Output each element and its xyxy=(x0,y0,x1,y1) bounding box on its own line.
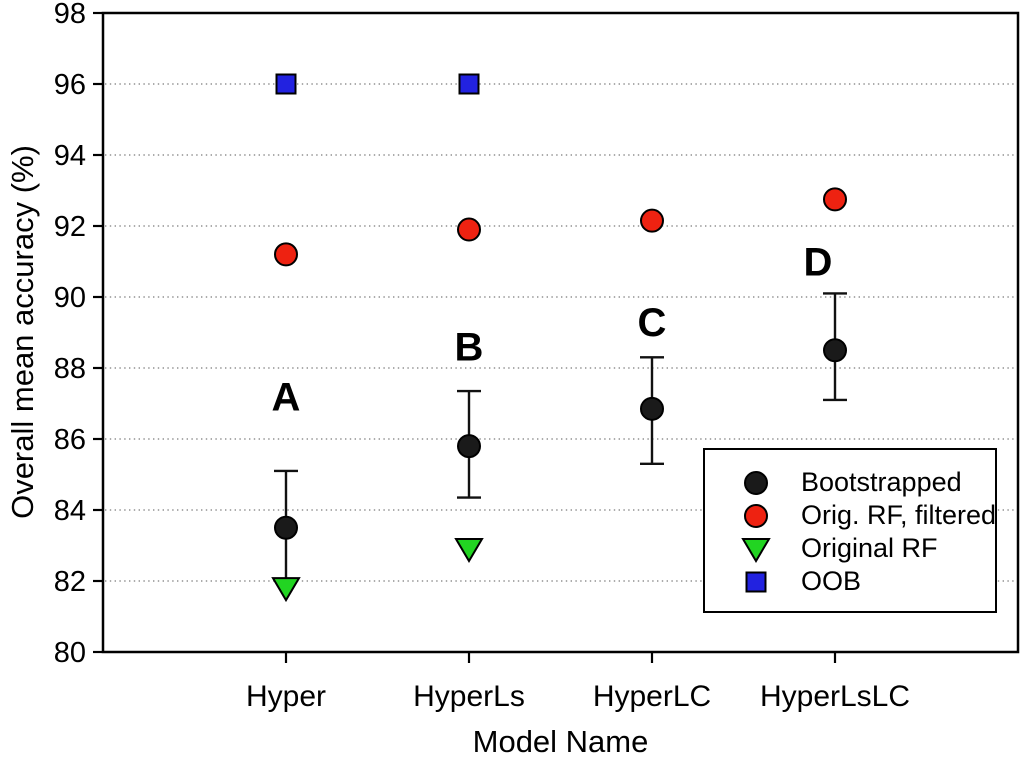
y-tick-label: 88 xyxy=(54,353,86,385)
y-tick-label: 86 xyxy=(54,424,86,456)
data-point-circle-marker xyxy=(274,515,298,540)
data-point-square-marker xyxy=(275,73,297,95)
legend-label: OOB xyxy=(801,566,862,596)
plot-frame xyxy=(101,11,1020,654)
data-point-square-marker xyxy=(458,73,480,95)
legend-row-orig-rf-filtered: Orig. RF, filtered xyxy=(705,499,997,532)
blue-square-marker-icon xyxy=(745,571,767,592)
legend-row-bootstrapped: Bootstrapped xyxy=(705,466,995,499)
data-point-circle-marker xyxy=(640,208,664,233)
y-tick-label: 82 xyxy=(54,566,86,598)
legend-label: Orig. RF, filtered xyxy=(801,500,997,530)
red-circle-marker-icon xyxy=(744,503,768,528)
data-point-circle-marker xyxy=(457,434,481,459)
data-point-triangle-down-marker xyxy=(454,538,484,564)
data-point-circle-marker xyxy=(457,217,481,242)
y-tick-label: 92 xyxy=(54,211,86,243)
green-triangle-marker-icon xyxy=(741,537,771,563)
legend-marker-glyph xyxy=(744,470,768,495)
legend-row-oob: OOB xyxy=(705,565,995,598)
y-tick-label: 84 xyxy=(54,495,86,527)
legend-marker-glyph xyxy=(745,571,767,592)
legend-marker-glyph xyxy=(744,503,768,528)
annotation-letter: A xyxy=(272,375,301,419)
y-tick-label: 90 xyxy=(54,282,86,314)
legend-box: Bootstrapped Orig. RF, filtered Original… xyxy=(703,448,997,613)
data-point-triangle-down-marker xyxy=(271,577,301,603)
legend-label: Original RF xyxy=(801,533,938,563)
black-circle-marker-icon xyxy=(744,470,768,495)
legend-label: Bootstrapped xyxy=(801,467,962,497)
annotation-letter: D xyxy=(804,241,833,285)
y-axis-title: Overall mean accuracy (%) xyxy=(5,145,40,519)
data-point-circle-marker xyxy=(640,396,664,421)
data-point-circle-marker xyxy=(823,338,847,363)
legend-marker-glyph xyxy=(741,537,771,563)
annotation-letter: B xyxy=(455,326,484,370)
x-axis-title: Model Name xyxy=(472,724,649,757)
x-tick-label: HyperLs xyxy=(413,680,525,713)
y-tick-label: 96 xyxy=(54,69,86,101)
data-point-circle-marker xyxy=(823,187,847,212)
y-tick-label: 80 xyxy=(54,637,86,669)
data-point-circle-marker xyxy=(274,242,298,267)
annotation-letter: C xyxy=(638,301,667,345)
legend-row-original-rf: Original RF xyxy=(705,532,995,565)
x-tick-label: HyperLsLC xyxy=(760,680,910,713)
x-tick-label: HyperLC xyxy=(593,680,711,713)
y-tick-label: 98 xyxy=(54,0,86,30)
x-tick-label: Hyper xyxy=(246,680,326,713)
y-tick-label: 94 xyxy=(54,140,86,172)
